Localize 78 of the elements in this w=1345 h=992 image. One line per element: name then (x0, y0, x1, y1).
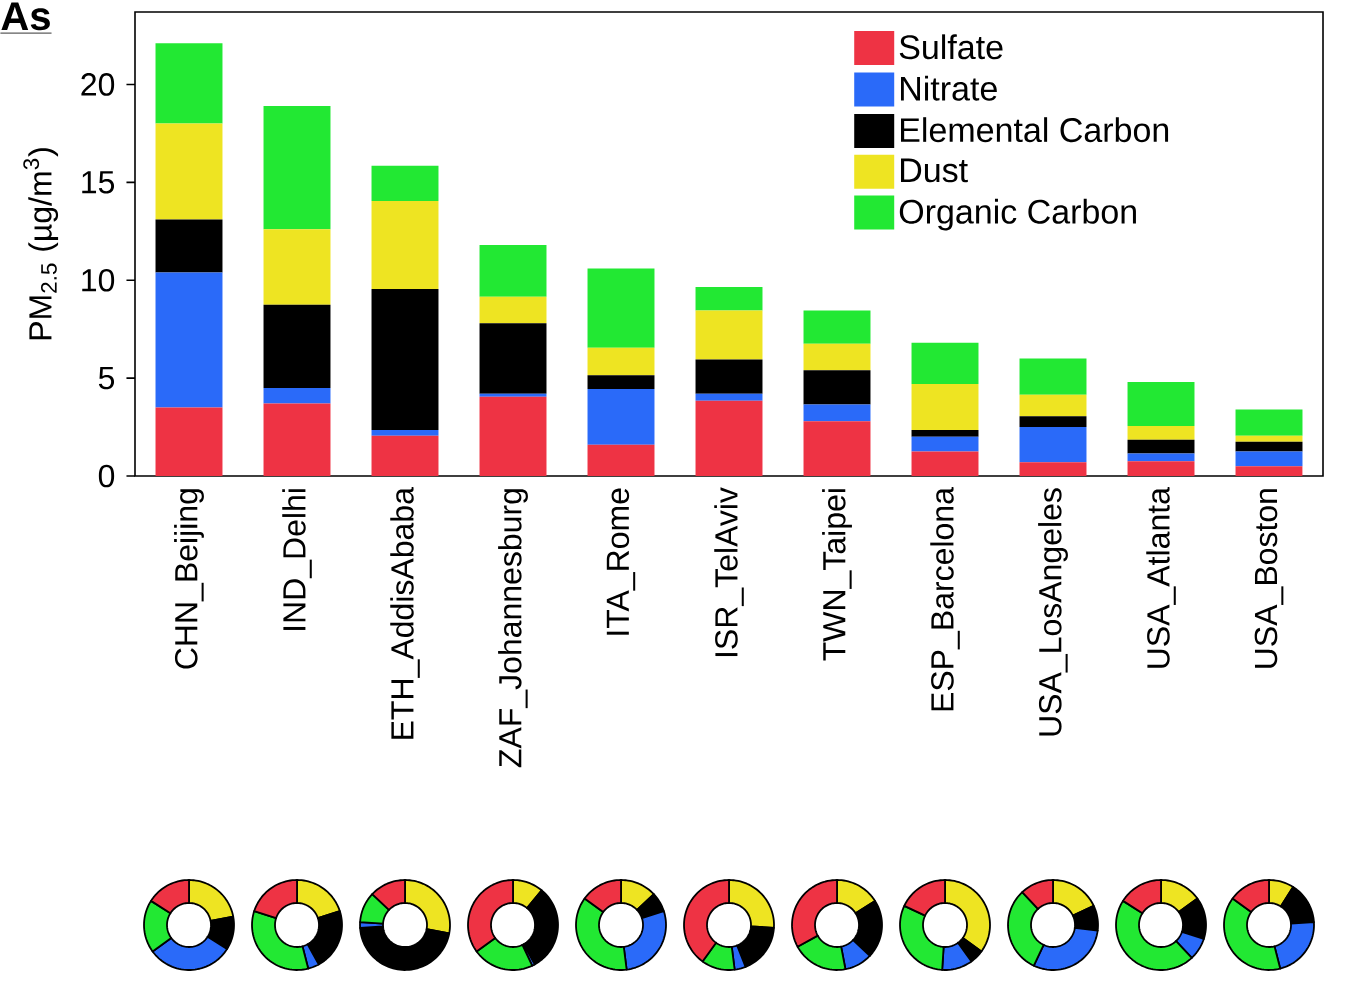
x-tick-label: ZAF_Johannesburg (498, 489, 528, 768)
bar (155, 43, 223, 124)
bar (587, 268, 655, 348)
bar (695, 287, 763, 311)
x-tick-label: ITA_Rome (606, 488, 636, 635)
bar (695, 393, 763, 401)
bar (695, 400, 763, 476)
bar (1019, 462, 1087, 476)
bar (911, 342, 979, 384)
legend-label: Nitrate (901, 75, 997, 101)
x-tick-label: USA_LosAngeles (1038, 488, 1068, 736)
x-tick-label: ETH_AddisAbaba (390, 487, 420, 739)
bar (155, 272, 223, 408)
bar (1235, 409, 1303, 436)
bar (155, 407, 223, 476)
legend-label: Elemental Carbon (901, 117, 1169, 143)
bar (263, 304, 331, 388)
x-tick-label: CHN_Beijing (174, 489, 204, 669)
bar (1019, 416, 1087, 428)
x-tick-label: USA_Boston (1254, 489, 1284, 668)
bar (1127, 439, 1195, 454)
bar (1127, 382, 1195, 427)
bar (911, 436, 979, 452)
bar (1019, 394, 1087, 417)
bar (263, 105, 331, 230)
bar (803, 310, 871, 344)
bar (911, 383, 979, 430)
x-tick-label: ISR_TelAviv (714, 487, 744, 657)
bar (1235, 435, 1303, 442)
bar (371, 435, 439, 476)
bar (803, 370, 871, 405)
x-tick-label: USA_Atlanta (1146, 487, 1176, 668)
bar (155, 123, 223, 220)
y-tick-label: 10 (82, 268, 115, 292)
bar (587, 388, 655, 445)
bar (1235, 466, 1303, 476)
bar (1019, 427, 1087, 463)
bar (587, 375, 655, 389)
bar (695, 359, 763, 394)
bar (803, 421, 871, 476)
bar (155, 219, 223, 273)
y-tick-label: 15 (82, 171, 115, 194)
legend-label: Organic Carbon (899, 198, 1136, 231)
y-tick-label: 0 (98, 464, 115, 488)
bar (263, 387, 331, 404)
bar (371, 289, 439, 430)
legend-label: Dust (901, 158, 968, 183)
bar (1127, 426, 1195, 440)
bar (1127, 461, 1195, 476)
bar (479, 396, 547, 476)
bar (695, 310, 763, 360)
y-axis-title: PM$_{2.5}$ (µg/m$^{3}$) (23, 148, 59, 340)
bar (479, 244, 547, 297)
bar (911, 429, 979, 437)
bar (263, 229, 331, 305)
bar (587, 444, 655, 476)
x-tick-label: TWN_Taipei (822, 489, 852, 661)
bar (1235, 451, 1303, 467)
bar (587, 347, 655, 376)
x-tick-label: ESP_Barcelona (930, 487, 960, 711)
legend-label: Sulfate (899, 34, 1003, 60)
bar (263, 403, 331, 476)
bar (479, 393, 547, 397)
y-tick-label: 20 (81, 73, 115, 96)
bar (911, 451, 979, 476)
text: As (1, 2, 50, 31)
bar (1235, 441, 1303, 452)
bar (1127, 453, 1195, 462)
bar (479, 296, 547, 324)
bar (803, 343, 871, 371)
y-tick-label: 5 (98, 366, 115, 390)
bar (371, 200, 439, 290)
bar (479, 323, 547, 394)
x-tick-label: IND_Delhi (282, 489, 312, 630)
bar (1019, 358, 1087, 395)
bar (803, 404, 871, 422)
bar (371, 429, 439, 436)
bar (371, 165, 439, 201)
